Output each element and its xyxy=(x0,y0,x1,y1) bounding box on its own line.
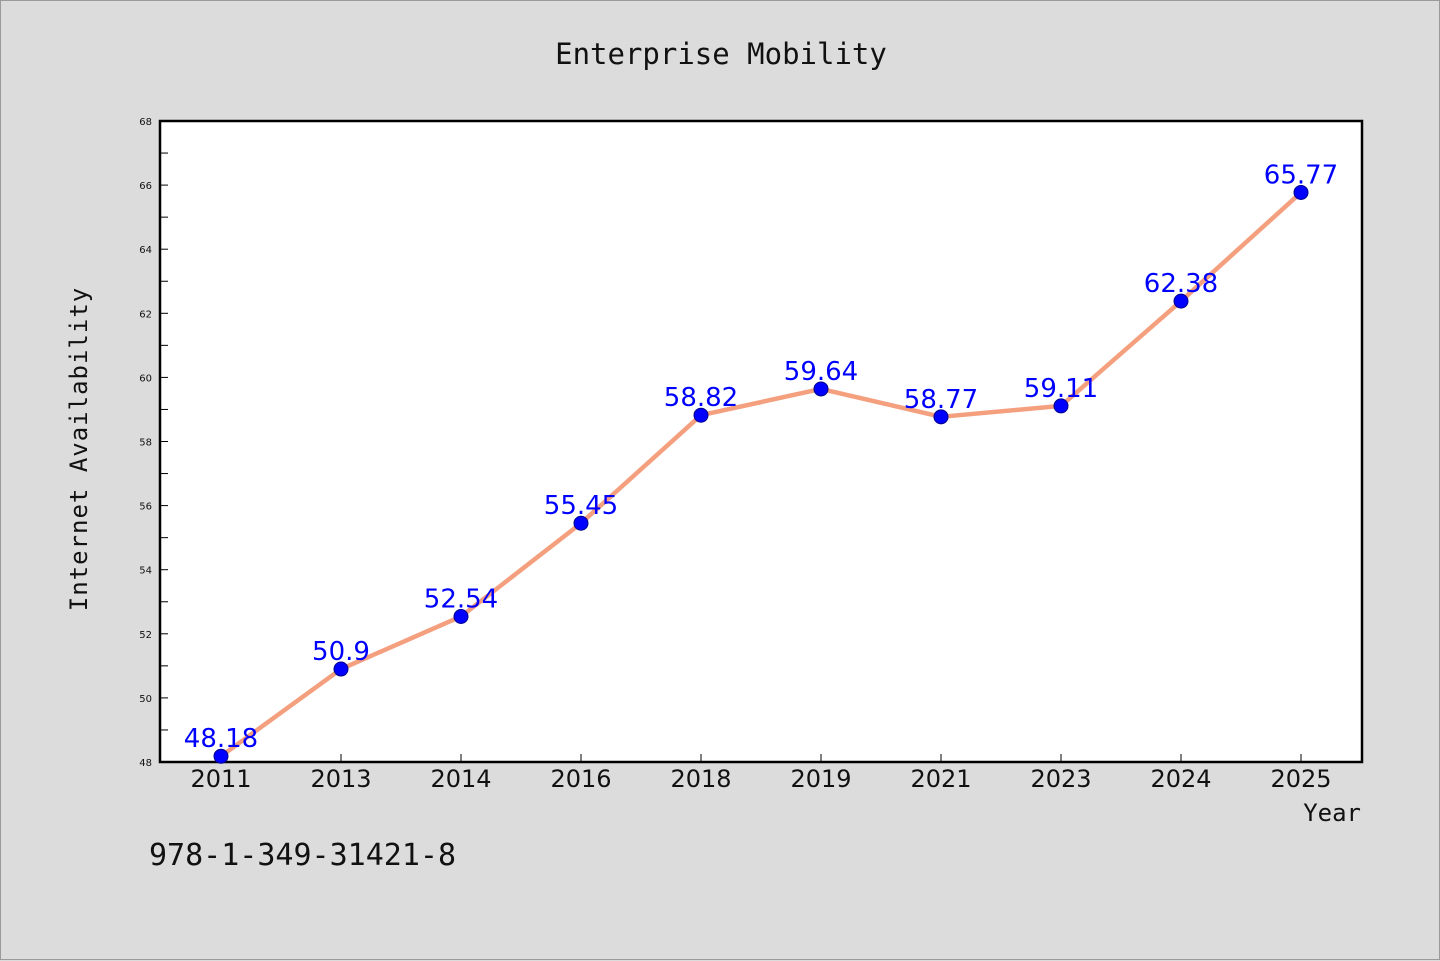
y-tick-label: 64 xyxy=(139,245,152,256)
data-point xyxy=(933,409,949,425)
y-tick-label: 58 xyxy=(139,438,152,449)
data-label: 59.11 xyxy=(1024,374,1098,404)
data-point xyxy=(1053,398,1069,414)
x-tick-label: 2021 xyxy=(910,765,971,793)
x-tick-label: 2018 xyxy=(670,765,731,793)
data-labels: 48.18 50.9 52.54 55.45 58.82 59.64 58.77 59.11 6… xyxy=(184,160,1338,754)
data-label: 65.77 xyxy=(1264,160,1338,190)
chart-title: Enterprise Mobility xyxy=(555,37,887,71)
isbn-text: 978-1-349-31421-8 xyxy=(149,838,456,873)
data-label: 59.64 xyxy=(784,357,858,387)
x-tick-label: 2013 xyxy=(310,765,371,793)
y-tick-label: 66 xyxy=(139,181,152,192)
y-tick-label: 68 xyxy=(139,117,152,128)
y-tick-label: 50 xyxy=(139,694,152,705)
y-axis-label: Internet Availability xyxy=(65,287,93,611)
data-label: 48.18 xyxy=(184,724,258,754)
x-tick-label: 2016 xyxy=(550,765,611,793)
data-label: 58.77 xyxy=(904,385,978,415)
data-point xyxy=(1293,184,1309,200)
plot-area xyxy=(158,119,1364,764)
data-point xyxy=(693,407,709,423)
x-axis-label: Year xyxy=(1303,799,1361,827)
y-tick-label: 52 xyxy=(139,630,152,641)
x-tick-label: 2011 xyxy=(190,765,251,793)
y-tick-label: 56 xyxy=(139,502,152,513)
x-tick-label: 2024 xyxy=(1150,765,1211,793)
series-line xyxy=(218,190,1304,759)
data-label: 50.9 xyxy=(312,637,370,667)
y-tick-label: 54 xyxy=(139,566,152,577)
series-layer xyxy=(213,184,1309,764)
data-point xyxy=(333,661,349,677)
data-label: 55.45 xyxy=(544,491,618,521)
x-axis-ticks: 2011 2013 2014 2016 2018 2019 2021 2023 2024 2025 xyxy=(190,754,1332,793)
data-point xyxy=(213,748,229,764)
y-axis-ticks: 48 50 52 54 56 58 60 62 64 66 68 xyxy=(139,117,168,769)
data-label: 62.38 xyxy=(1144,269,1218,299)
x-tick-label: 2019 xyxy=(790,765,851,793)
x-tick-label: 2025 xyxy=(1270,765,1331,793)
data-label: 52.54 xyxy=(424,584,498,614)
x-tick-label: 2023 xyxy=(1030,765,1091,793)
data-label: 58.82 xyxy=(664,383,738,413)
x-tick-label: 2014 xyxy=(430,765,491,793)
y-tick-label: 60 xyxy=(139,373,152,384)
y-tick-label: 48 xyxy=(139,758,152,769)
y-tick-label: 62 xyxy=(139,309,152,320)
data-point xyxy=(573,515,589,531)
data-point xyxy=(453,608,469,624)
data-point xyxy=(813,381,829,397)
data-point xyxy=(1173,293,1189,309)
